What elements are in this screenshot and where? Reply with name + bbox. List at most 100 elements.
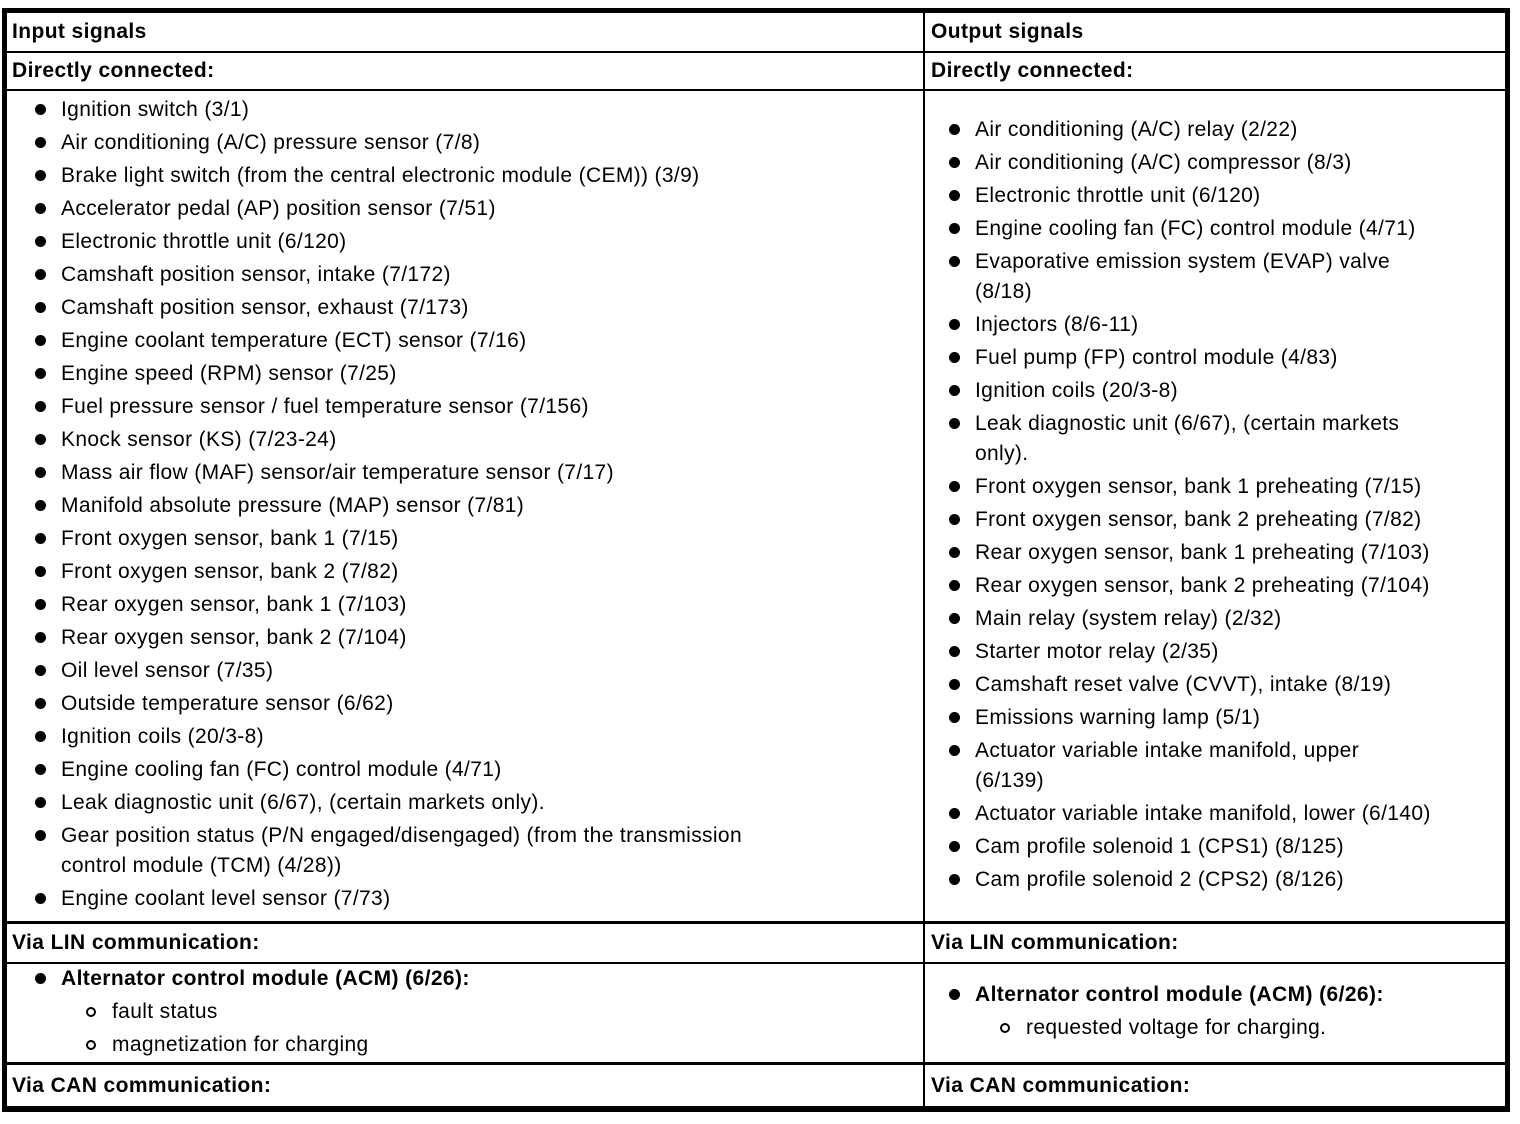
bullet-icon xyxy=(949,513,960,525)
input-lin-header: Via LIN communication: xyxy=(7,924,923,964)
list-item-text: Ignition coils (20/3-8) xyxy=(61,725,264,748)
circle-bullet-icon xyxy=(86,1039,96,1050)
list-item-text: Fuel pressure sensor / fuel temperature … xyxy=(61,395,589,418)
bullet-icon xyxy=(949,189,960,201)
list-item: Oil level sensor (7/35) xyxy=(35,656,915,686)
list-item: Rear oxygen sensor, bank 2 preheating (7… xyxy=(949,571,1503,601)
list-item: Fuel pump (FP) control module (4/83) xyxy=(949,343,1503,373)
bullet-icon xyxy=(949,318,960,330)
bullet-icon xyxy=(35,893,46,904)
list-item: Cam profile solenoid 1 (CPS1) (8/125) xyxy=(949,832,1503,862)
list-item: Emissions warning lamp (5/1) xyxy=(949,703,1503,733)
list-item-text: Leak diagnostic unit (6/67), (certain ma… xyxy=(975,411,1400,465)
bullet-icon xyxy=(949,579,960,591)
bullet-icon xyxy=(35,467,46,478)
list-item: Alternator control module (ACM) (6/26): r… xyxy=(949,980,1505,1043)
bullet-icon xyxy=(35,764,46,775)
list-item-text: Rear oxygen sensor, bank 1 preheating (7… xyxy=(975,540,1430,564)
bullet-icon xyxy=(949,156,960,168)
list-item: Leak diagnostic unit (6/67), (certain ma… xyxy=(949,409,1503,469)
list-item: Ignition coils (20/3-8) xyxy=(949,376,1503,406)
list-item: Gear position status (P/N engaged/diseng… xyxy=(35,821,915,881)
bullet-icon xyxy=(35,500,46,511)
section-title: Via CAN communication: xyxy=(12,1073,272,1097)
bullet-icon xyxy=(949,840,960,852)
list-item: Front oxygen sensor, bank 1 (7/15) xyxy=(35,524,915,554)
list-item-text: Engine coolant level sensor (7/73) xyxy=(61,887,391,910)
list-item: Mass air flow (MAF) sensor/air temperatu… xyxy=(35,458,915,488)
input-header-cell: Input signals xyxy=(7,13,923,53)
bullet-icon xyxy=(35,104,46,115)
list-item-text: Gear position status (P/N engaged/diseng… xyxy=(61,824,742,877)
list-item: Engine speed (RPM) sensor (7/25) xyxy=(35,359,915,389)
bullet-icon xyxy=(35,665,46,676)
bullet-icon xyxy=(949,351,960,363)
list-item: Engine cooling fan (FC) control module (… xyxy=(35,755,915,785)
sub-item-text: fault status xyxy=(112,999,218,1023)
output-directly-connected-list: Air conditioning (A/C) relay (2/22) Air c… xyxy=(925,115,1505,898)
output-lin-header: Via LIN communication: xyxy=(923,924,1505,964)
list-item: Accelerator pedal (AP) position sensor (… xyxy=(35,194,915,224)
bullet-icon xyxy=(35,335,46,346)
bullet-icon xyxy=(35,203,46,214)
bullet-icon xyxy=(949,645,960,657)
bullet-icon xyxy=(35,830,46,841)
list-item: Camshaft position sensor, exhaust (7/173… xyxy=(35,293,915,323)
bullet-icon xyxy=(949,384,960,396)
list-item: Main relay (system relay) (2/32) xyxy=(949,604,1503,634)
list-item-text: Ignition coils (20/3-8) xyxy=(975,378,1178,402)
bullet-icon xyxy=(35,401,46,412)
list-item: Manifold absolute pressure (MAP) sensor … xyxy=(35,491,915,521)
list-item-text: Engine coolant temperature (ECT) sensor … xyxy=(61,329,527,352)
bullet-icon xyxy=(949,678,960,690)
bullet-icon xyxy=(35,797,46,808)
section-title: Via LIN communication: xyxy=(12,931,260,954)
list-item: Air conditioning (A/C) pressure sensor (… xyxy=(35,128,915,158)
list-item-text: Rear oxygen sensor, bank 1 (7/103) xyxy=(61,593,407,616)
list-item: Alternator control module (ACM) (6/26): f… xyxy=(35,964,923,1060)
list-item-text: Electronic throttle unit (6/120) xyxy=(975,183,1261,207)
bullet-icon xyxy=(35,533,46,544)
list-item: Rear oxygen sensor, bank 2 (7/104) xyxy=(35,623,915,653)
list-item-text: Engine cooling fan (FC) control module (… xyxy=(975,216,1416,240)
list-item-text: Main relay (system relay) (2/32) xyxy=(975,606,1282,630)
list-item-text: Mass air flow (MAF) sensor/air temperatu… xyxy=(61,461,614,484)
list-item-text: Leak diagnostic unit (6/67), (certain ma… xyxy=(61,791,545,814)
list-item-text: Air conditioning (A/C) compressor (8/3) xyxy=(975,150,1352,174)
bullet-icon xyxy=(35,731,46,742)
list-item-label: Alternator control module (ACM) (6/26): xyxy=(975,983,1384,1006)
output-lin-list: Alternator control module (ACM) (6/26): r… xyxy=(925,980,1505,1046)
list-item-text: Rear oxygen sensor, bank 2 preheating (7… xyxy=(975,573,1430,597)
input-can-header: Via CAN communication: xyxy=(7,1065,923,1106)
list-item: Camshaft reset valve (CVVT), intake (8/1… xyxy=(949,670,1503,700)
sub-list-item: magnetization for charging xyxy=(86,1030,495,1060)
sub-list-item: fault status xyxy=(86,997,495,1027)
sub-list-item: requested voltage for charging. xyxy=(1000,1013,1409,1043)
bullet-icon xyxy=(35,170,46,181)
list-item-text: Engine speed (RPM) sensor (7/25) xyxy=(61,362,397,385)
list-item-text: Evaporative emission system (EVAP) valve… xyxy=(975,249,1391,303)
list-item-text: Air conditioning (A/C) relay (2/22) xyxy=(975,117,1298,141)
bullet-icon xyxy=(35,269,46,280)
list-item-text: Ignition switch (3/1) xyxy=(61,98,250,121)
bullet-icon xyxy=(949,612,960,624)
list-item: Leak diagnostic unit (6/67), (certain ma… xyxy=(35,788,915,818)
list-item: Outside temperature sensor (6/62) xyxy=(35,689,915,719)
bullet-icon xyxy=(35,972,46,984)
list-item-text: Accelerator pedal (AP) position sensor (… xyxy=(61,197,496,220)
bullet-icon xyxy=(949,222,960,234)
list-item-text: Cam profile solenoid 1 (CPS1) (8/125) xyxy=(975,834,1344,858)
list-item: Ignition coils (20/3-8) xyxy=(35,722,915,752)
section-title: Via CAN communication: xyxy=(931,1073,1191,1097)
list-item-text: Camshaft position sensor, exhaust (7/173… xyxy=(61,296,469,319)
input-lin-list: Alternator control module (ACM) (6/26): f… xyxy=(7,964,923,1062)
bullet-icon xyxy=(949,546,960,558)
input-header-label: Input signals xyxy=(12,20,147,43)
bullet-icon xyxy=(35,236,46,247)
list-item: Cam profile solenoid 2 (CPS2) (8/126) xyxy=(949,865,1503,895)
output-directly-connected-header: Directly connected: xyxy=(923,53,1505,91)
list-item-text: Actuator variable intake manifold, lower… xyxy=(975,801,1431,825)
list-item-text: Front oxygen sensor, bank 1 preheating (… xyxy=(975,474,1422,498)
list-item: Engine coolant temperature (ECT) sensor … xyxy=(35,326,915,356)
list-item: Evaporative emission system (EVAP) valve… xyxy=(949,247,1503,307)
